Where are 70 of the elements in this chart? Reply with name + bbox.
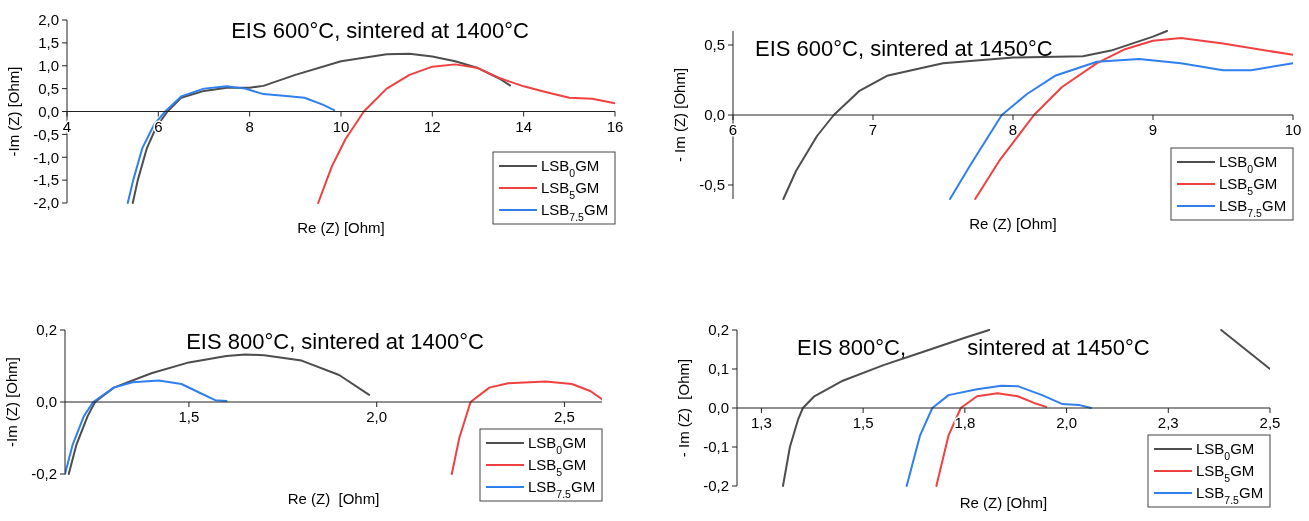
legend-label: LSB$_{5}$GM — [1196, 462, 1255, 485]
x-tick-label: 8 — [245, 117, 254, 135]
chart-title: EIS 800°C, sintered at 1450°C — [797, 335, 1150, 360]
y-tick-label: 0,2 — [36, 321, 57, 339]
line-series — [126, 85, 336, 204]
x-axis-title: Re (Z) [Ohm] — [959, 494, 1048, 511]
y-axis-title: -Im (Z) [Ohm] — [3, 357, 20, 447]
x-tick-label: 14 — [515, 117, 533, 135]
x-tick-label: 7 — [868, 121, 878, 138]
y-tick-label: 0,1 — [708, 360, 729, 378]
y-tick-label: -0,2 — [703, 477, 729, 495]
x-axis-title: Re (Z) [Ohm] — [287, 490, 380, 507]
legend-label: LSB$_{7.5}$GM — [1196, 484, 1264, 507]
line-series — [905, 384, 1092, 487]
x-tick-label: 8 — [1008, 121, 1018, 138]
legend-label: LSB$_{7.5}$GM — [541, 201, 609, 224]
line-series — [450, 380, 602, 475]
y-tick-label: 0,2 — [708, 321, 729, 339]
x-tick-label: 1,3 — [750, 414, 772, 431]
x-tick-label: 2,5 — [554, 408, 575, 425]
legend-label: LSB$_{5}$GM — [528, 456, 587, 479]
y-tick-label: 0,0 — [36, 393, 57, 411]
x-tick-label: 16 — [606, 117, 624, 135]
legend-label: LSB$_{7.5}$GM — [528, 478, 596, 501]
legend-label: LSB$_{0}$GM — [541, 157, 600, 180]
x-tick-label: 10 — [332, 117, 350, 135]
legend-label: LSB$_{0}$GM — [1219, 153, 1278, 176]
y-tick-label: -1,0 — [33, 148, 59, 166]
x-tick-label: 1,5 — [852, 414, 874, 431]
y-tick-label: 1,5 — [38, 34, 59, 52]
y-axis-title: -Im (Z) [Ohm] — [5, 66, 22, 157]
y-tick-label: 0,0 — [708, 399, 729, 417]
chart-title: EIS 600°C, sintered at 1450°C — [755, 36, 1053, 61]
y-tick-label: -1,5 — [33, 171, 59, 189]
y-axis-title: - Im (Z) [Ohm] — [675, 358, 692, 458]
x-tick-label: 2,0 — [1056, 414, 1077, 431]
legend-label: LSB$_{0}$GM — [528, 434, 587, 457]
y-tick-label: -0,1 — [703, 438, 729, 456]
line-series — [935, 392, 1048, 487]
x-tick-label: 2,5 — [1259, 414, 1281, 431]
x-axis-title: Re (Z) [Ohm] — [297, 219, 385, 236]
x-tick-label: 6 — [728, 121, 738, 138]
y-tick-label: -0,5 — [33, 125, 59, 143]
y-tick-label: 0,5 — [704, 36, 725, 54]
x-tick-label: 1,8 — [954, 414, 976, 431]
y-tick-label: -0,2 — [31, 465, 57, 483]
x-tick-label: 1,5 — [178, 408, 200, 425]
y-tick-label: 1,0 — [38, 57, 59, 74]
x-tick-label: 12 — [423, 117, 441, 135]
y-tick-label: -2,0 — [33, 194, 59, 212]
x-tick-label: 4 — [62, 117, 72, 135]
line-series — [65, 379, 228, 475]
y-tick-label: 2,0 — [38, 11, 59, 29]
x-tick-label: 9 — [1148, 121, 1158, 138]
legend-label: LSB$_{0}$GM — [1196, 440, 1255, 463]
x-tick-label: 10 — [1284, 121, 1302, 138]
x-axis-title: Re (Z) [Ohm] — [969, 215, 1057, 232]
y-axis-title: - Im (Z) [Ohm] — [671, 67, 688, 163]
legend-label: LSB$_{7.5}$GM — [1219, 197, 1287, 220]
legend-label: LSB$_{5}$GM — [1219, 175, 1278, 198]
chart-title: EIS 800°C, sintered at 1400°C — [186, 329, 484, 354]
x-tick-label: 2,3 — [1157, 414, 1179, 431]
y-tick-label: -0,5 — [699, 176, 725, 194]
y-tick-label: 0,0 — [704, 106, 725, 124]
line-series — [131, 52, 511, 204]
chart-title: EIS 600°C, sintered at 1400°C — [231, 18, 529, 43]
x-tick-label: 2,0 — [366, 408, 388, 425]
y-tick-label: 0,5 — [38, 79, 59, 97]
y-tick-label: 0,0 — [38, 102, 59, 120]
legend-label: LSB$_{5}$GM — [541, 179, 600, 202]
